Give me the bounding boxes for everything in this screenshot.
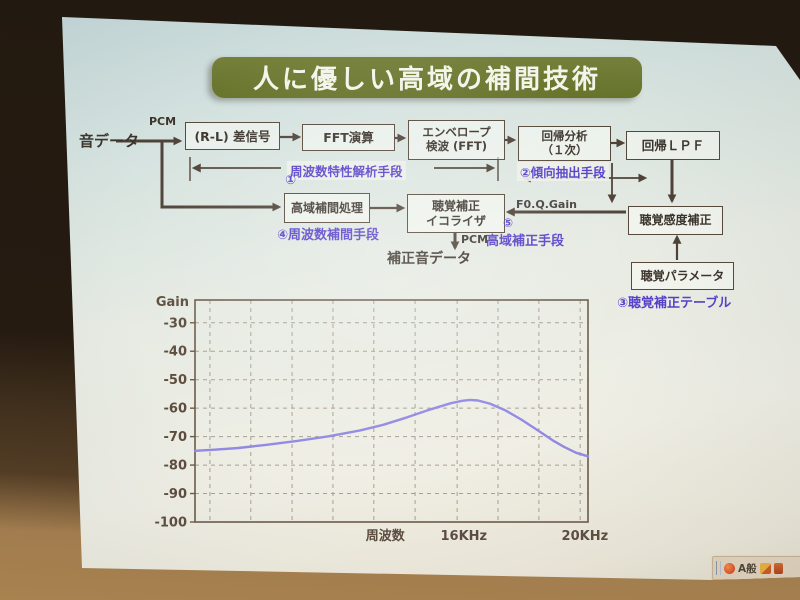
block-auditory-sensitivity: 聴覚感度補正 bbox=[628, 206, 723, 235]
block-fft: FFT演算 bbox=[302, 124, 395, 151]
pcm-out-label: PCM bbox=[461, 233, 489, 246]
gain-frequency-chart: -30 -40 -50 -60 -70 -80 -90 -100 Gain 周波数 16KHz 20K… bbox=[154, 295, 609, 544]
annotation-num1: ① bbox=[285, 173, 297, 188]
input-data-label: 音データ bbox=[79, 132, 140, 150]
slide-title-banner: 人に優しい高域の補間技術 bbox=[212, 57, 642, 98]
svg-text:-40: -40 bbox=[164, 345, 188, 360]
svg-text:20KHz: 20KHz bbox=[562, 529, 609, 544]
block-regression-analysis: 回帰分析 （１次） bbox=[518, 126, 611, 161]
ime-tools-icon[interactable] bbox=[759, 562, 771, 574]
ime-grip-handle[interactable] bbox=[716, 561, 721, 575]
ime-mode-indicator[interactable]: A般 bbox=[738, 562, 757, 575]
block-envelope-detect: エンベロープ 検波 (FFT) bbox=[408, 120, 505, 160]
block-regression-lpf: 回帰ＬＰＦ bbox=[626, 131, 720, 160]
annotation-span2: ②傾向抽出手段 bbox=[517, 162, 609, 181]
svg-text:-70: -70 bbox=[164, 430, 188, 445]
ime-options-icon[interactable] bbox=[773, 562, 783, 574]
svg-text:-30: -30 bbox=[164, 316, 188, 331]
svg-text:周波数: 周波数 bbox=[366, 528, 406, 544]
ime-language-bar: A般 bbox=[712, 556, 800, 580]
svg-text:Gain: Gain bbox=[156, 295, 189, 310]
block-highband-interp: 高域補間処理 bbox=[284, 193, 370, 223]
f0-q-gain-label: F0.Q.Gain bbox=[516, 198, 577, 211]
ime-pen-icon[interactable] bbox=[724, 562, 735, 574]
annotation-num3: ③聴覚補正テーブル bbox=[617, 296, 732, 311]
svg-text:-90: -90 bbox=[164, 487, 188, 502]
pcm-label: PCM bbox=[149, 115, 177, 128]
output-data-label: 補正音データ bbox=[387, 251, 471, 267]
svg-text:-100: -100 bbox=[154, 516, 187, 531]
annotation-num5: ⑤ bbox=[503, 216, 514, 230]
block-auditory-eq: 聴覚補正 イコライザ bbox=[407, 194, 505, 233]
annotation-num5-label: 高域補正手段 bbox=[486, 234, 565, 249]
svg-text:16KHz: 16KHz bbox=[440, 529, 487, 544]
svg-text:-50: -50 bbox=[164, 373, 188, 388]
svg-text:-80: -80 bbox=[164, 459, 188, 474]
block-auditory-params: 聴覚パラメータ bbox=[631, 262, 734, 290]
annotation-span1: 周波数特性解析手段 bbox=[287, 161, 406, 180]
slide-title: 人に優しい高域の補間技術 bbox=[252, 65, 601, 95]
svg-text:-60: -60 bbox=[164, 402, 188, 417]
block-diff-signal: (R-L) 差信号 bbox=[185, 122, 280, 150]
annotation-num4: ④周波数補間手段 bbox=[277, 228, 380, 243]
